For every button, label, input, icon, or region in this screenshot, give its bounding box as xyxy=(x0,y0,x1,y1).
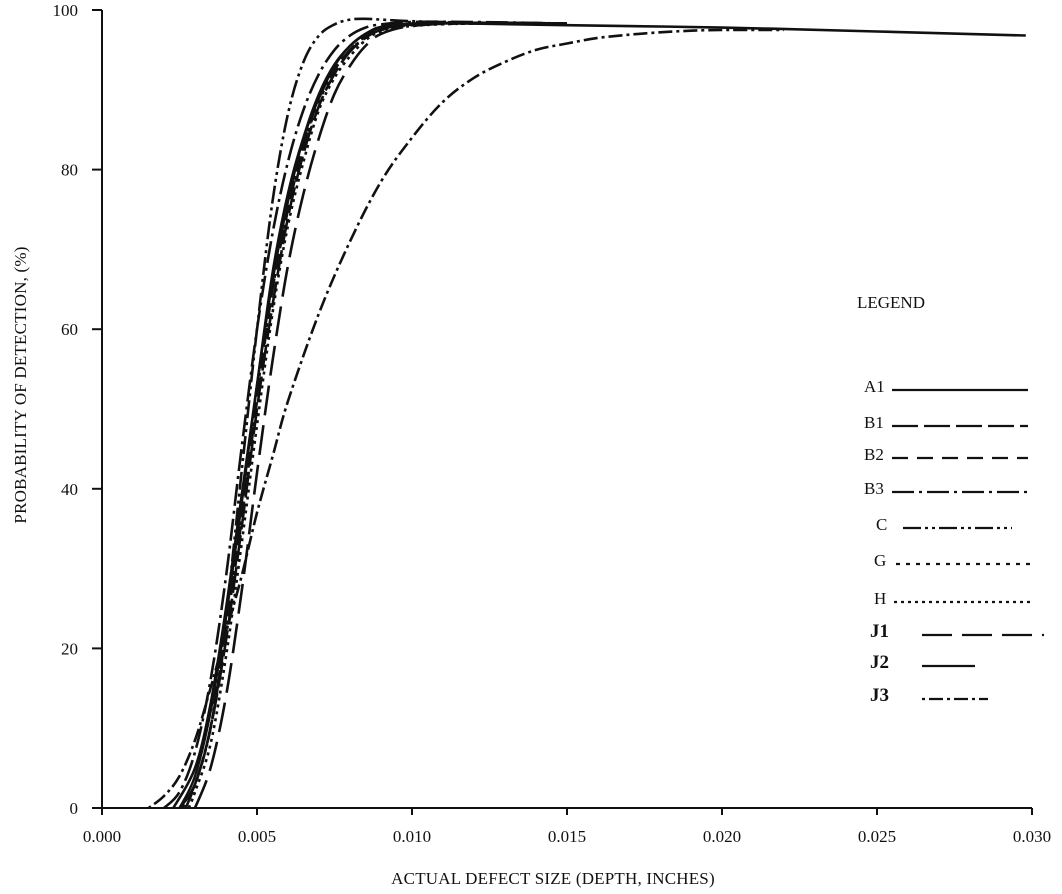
series-layer xyxy=(147,17,1026,810)
y-tick-label: 40 xyxy=(61,480,78,499)
legend-label: A1 xyxy=(864,377,885,396)
axes: 0.000 0.005 0.010 0.015 0.020 0.025 0.030 0 20 40… xyxy=(53,1,1052,846)
series-line-b2 xyxy=(178,21,568,809)
series-line-j2 xyxy=(178,21,568,809)
series-line-h xyxy=(187,22,568,809)
legend-label: H xyxy=(874,589,886,608)
legend-label: G xyxy=(874,551,886,570)
series-line-a1 xyxy=(172,21,1026,809)
legend-item-g: G xyxy=(874,551,1030,570)
series-line-c xyxy=(184,17,568,809)
x-tick-label: 0.030 xyxy=(1013,827,1051,846)
y-axis-title: PROBABILITY OF DETECTION, (%) xyxy=(11,246,30,523)
legend-item-b1: B1 xyxy=(864,413,1028,432)
y-tick-label: 100 xyxy=(53,1,79,20)
series-line-b1 xyxy=(178,21,568,809)
series-line-j3 xyxy=(147,28,785,810)
y-tick-label: 60 xyxy=(61,320,78,339)
legend-label: B3 xyxy=(864,479,884,498)
legend-item-j3: J3 xyxy=(870,685,988,706)
legend-label: C xyxy=(876,515,887,534)
series-line-j1 xyxy=(193,21,568,809)
x-tick-label: 0.025 xyxy=(858,827,896,846)
y-tick-label: 0 xyxy=(70,799,79,818)
y-tick-label: 80 xyxy=(61,161,78,180)
legend-label: J1 xyxy=(870,621,889,642)
legend-item-b2: B2 xyxy=(864,445,1028,464)
legend-title: LEGEND xyxy=(857,293,925,312)
legend: LEGEND A1 B1 B2 B3 CGH J1 J2 J3 xyxy=(857,293,1044,706)
y-tick-label: 20 xyxy=(61,639,78,658)
series-line-g xyxy=(181,22,568,809)
x-tick-label: 0.015 xyxy=(548,827,586,846)
legend-item-j2: J2 xyxy=(870,652,975,673)
legend-label: B2 xyxy=(864,445,884,464)
series-line-b3 xyxy=(163,20,568,809)
legend-item-j1: J1 xyxy=(870,621,1044,642)
legend-item-c: C xyxy=(876,515,1012,534)
x-tick-label: 0.020 xyxy=(703,827,741,846)
legend-label: J2 xyxy=(870,652,889,673)
legend-item-h: H xyxy=(874,589,1030,608)
x-tick-label: 0.005 xyxy=(238,827,276,846)
x-tick-label: 0.010 xyxy=(393,827,431,846)
legend-item-a1: A1 xyxy=(864,377,1028,396)
x-axis-title: ACTUAL DEFECT SIZE (DEPTH, INCHES) xyxy=(391,869,715,888)
x-tick-label: 0.000 xyxy=(83,827,121,846)
legend-label: B1 xyxy=(864,413,884,432)
legend-item-b3: B3 xyxy=(864,479,1028,498)
legend-label: J3 xyxy=(870,685,889,706)
